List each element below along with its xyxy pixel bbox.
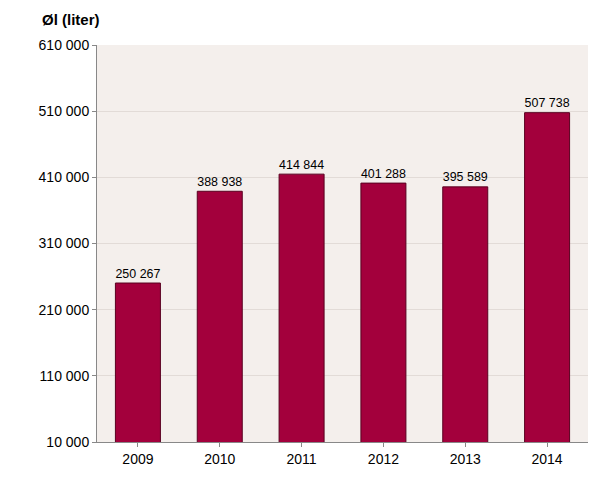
svg-text:395 589: 395 589: [443, 170, 488, 184]
svg-text:250 267: 250 267: [115, 267, 160, 281]
svg-text:Øl (liter): Øl (liter): [42, 11, 100, 28]
svg-text:410 000: 410 000: [39, 169, 90, 185]
svg-text:210 000: 210 000: [39, 302, 90, 318]
svg-text:414 844: 414 844: [279, 158, 324, 172]
svg-text:2011: 2011: [287, 451, 317, 467]
svg-text:310 000: 310 000: [39, 235, 90, 251]
svg-text:2014: 2014: [532, 451, 563, 467]
svg-text:2013: 2013: [450, 451, 481, 467]
svg-text:2012: 2012: [368, 451, 399, 467]
svg-text:388 938: 388 938: [197, 175, 242, 189]
svg-text:2010: 2010: [204, 451, 235, 467]
svg-text:507 738: 507 738: [525, 96, 570, 110]
svg-text:110 000: 110 000: [40, 368, 90, 384]
svg-text:2009: 2009: [122, 451, 153, 467]
svg-text:401 288: 401 288: [361, 167, 406, 181]
svg-text:610 000: 610 000: [39, 37, 90, 53]
svg-text:510 000: 510 000: [39, 103, 90, 119]
svg-text:10 000: 10 000: [46, 434, 89, 450]
